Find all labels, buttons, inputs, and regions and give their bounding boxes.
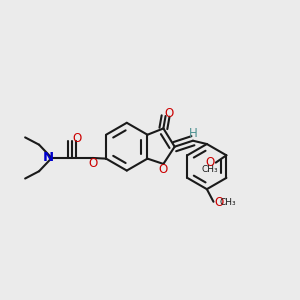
Text: O: O bbox=[214, 196, 224, 209]
Text: O: O bbox=[164, 107, 173, 120]
Text: O: O bbox=[72, 132, 82, 145]
Text: H: H bbox=[189, 127, 198, 140]
Text: O: O bbox=[159, 163, 168, 176]
Text: O: O bbox=[205, 156, 214, 169]
Text: CH₃: CH₃ bbox=[202, 165, 218, 174]
Text: N: N bbox=[43, 151, 54, 164]
Text: CH₃: CH₃ bbox=[220, 198, 236, 207]
Text: O: O bbox=[88, 158, 98, 170]
